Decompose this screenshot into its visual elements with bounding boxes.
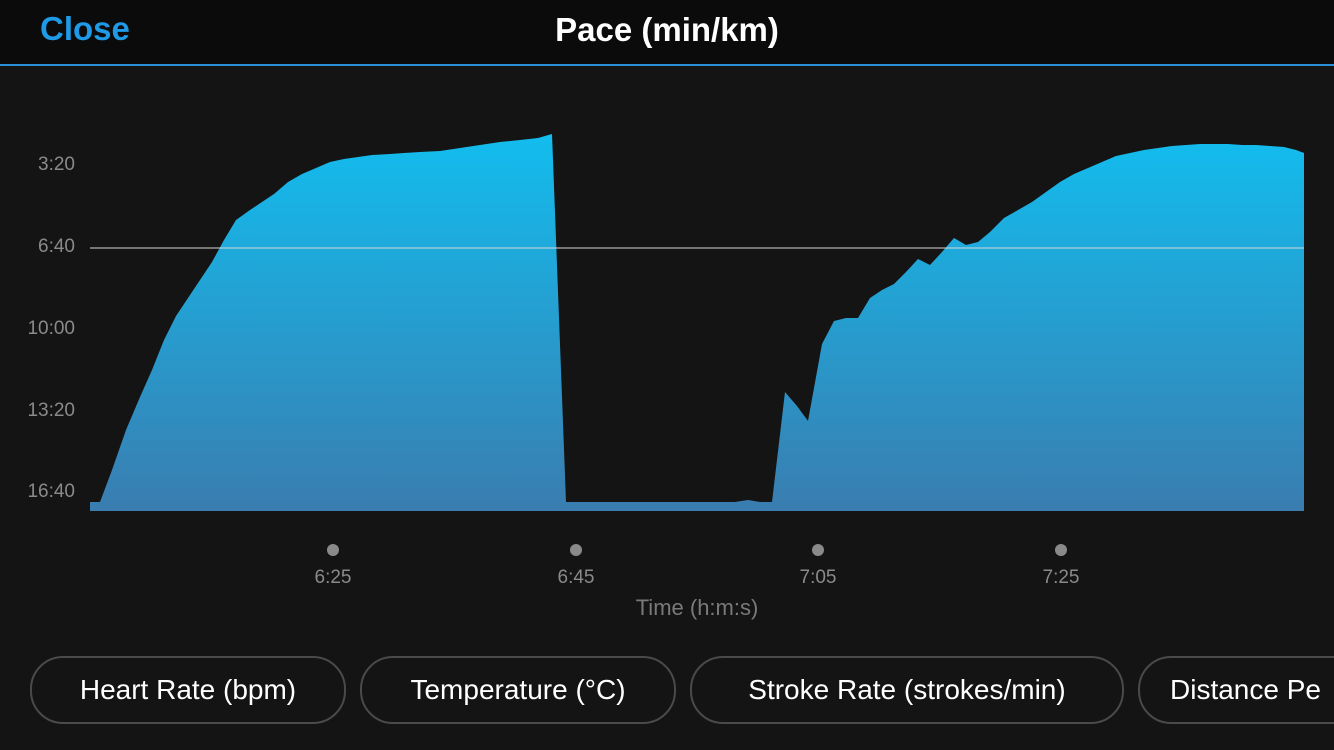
metric-tab-stroke-rate[interactable]: Stroke Rate (strokes/min) <box>690 656 1124 724</box>
x-tick-label: 7:05 <box>800 567 837 588</box>
x-tick-label: 7:25 <box>1043 567 1080 588</box>
metric-tab-temperature[interactable]: Temperature (°C) <box>360 656 676 724</box>
x-axis-title: Time (h:m:s) <box>636 595 759 620</box>
metric-tab-heart-rate[interactable]: Heart Rate (bpm) <box>30 656 346 724</box>
top-bar: Close Pace (min/km) <box>0 0 1334 66</box>
x-tick-dot <box>1055 544 1067 556</box>
x-tick-dot <box>570 544 582 556</box>
pace-area-series <box>90 134 1304 511</box>
x-tick-dot <box>812 544 824 556</box>
metric-tab-bar: Heart Rate (bpm) Temperature (°C) Stroke… <box>0 656 1334 724</box>
x-tick-label: 6:25 <box>315 567 352 588</box>
page-title: Pace (min/km) <box>555 11 779 48</box>
y-tick-label: 10:00 <box>27 318 75 339</box>
close-button[interactable]: Close <box>40 10 130 47</box>
pace-chart-svg: 3:20 6:40 10:00 13:20 16:40 6:25 6:45 7:05 7:25 T… <box>27 134 1304 620</box>
y-tick-label: 6:40 <box>38 236 75 257</box>
x-tick-label: 6:45 <box>558 567 595 588</box>
metric-tab-distance-per-stroke[interactable]: Distance Pe <box>1138 656 1334 724</box>
y-tick-label: 3:20 <box>38 154 75 175</box>
y-tick-label: 13:20 <box>27 400 75 421</box>
pace-chart: 3:20 6:40 10:00 13:20 16:40 6:25 6:45 7:05 7:25 T… <box>0 66 1334 636</box>
x-tick-dot <box>327 544 339 556</box>
y-tick-label: 16:40 <box>27 481 75 502</box>
